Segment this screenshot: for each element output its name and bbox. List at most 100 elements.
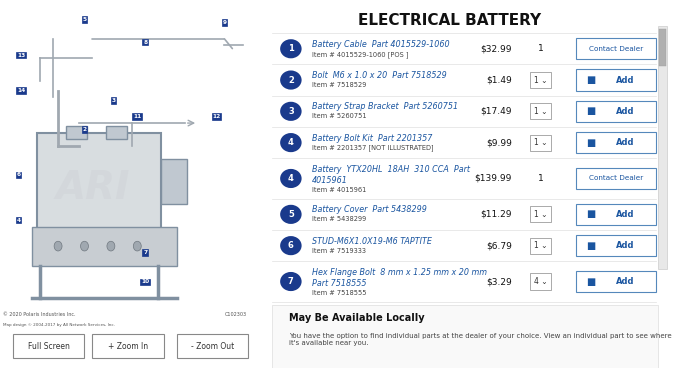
Text: - Zoom Out: - Zoom Out [191, 342, 234, 351]
Circle shape [280, 169, 302, 188]
Text: 1 ⌄: 1 ⌄ [534, 75, 548, 85]
FancyBboxPatch shape [530, 134, 551, 151]
Text: Item # 2201357 [NOT ILLUSTRATED]: Item # 2201357 [NOT ILLUSTRATED] [311, 145, 433, 151]
Text: + Zoom In: + Zoom In [108, 342, 148, 351]
Text: Add: Add [616, 107, 634, 116]
Text: 7: 7 [143, 250, 148, 255]
Text: 2: 2 [83, 127, 87, 132]
Text: Battery Cable  Part 4015529-1060: Battery Cable Part 4015529-1060 [311, 40, 449, 49]
Circle shape [280, 39, 302, 58]
Circle shape [280, 272, 302, 291]
Text: 1 ⌄: 1 ⌄ [534, 241, 548, 250]
Text: Hex Flange Bolt  8 mm x 1.25 mm x 20 mm: Hex Flange Bolt 8 mm x 1.25 mm x 20 mm [311, 268, 487, 277]
Text: Add: Add [616, 138, 634, 147]
Text: 13: 13 [17, 53, 25, 57]
Text: Item # 4015529-1060 [POS ]: Item # 4015529-1060 [POS ] [311, 51, 408, 57]
FancyBboxPatch shape [659, 29, 666, 66]
FancyBboxPatch shape [530, 103, 551, 119]
Text: $17.49: $17.49 [480, 107, 512, 116]
Text: ■: ■ [586, 209, 595, 219]
FancyBboxPatch shape [576, 235, 657, 256]
Text: 2: 2 [288, 75, 294, 85]
Text: 1 ⌄: 1 ⌄ [534, 107, 548, 116]
FancyBboxPatch shape [530, 273, 551, 290]
FancyBboxPatch shape [576, 132, 657, 153]
Text: 4015961: 4015961 [311, 176, 347, 185]
Text: ■: ■ [586, 241, 595, 251]
Text: Battery Cover  Part 5438299: Battery Cover Part 5438299 [311, 205, 427, 214]
FancyBboxPatch shape [530, 206, 551, 222]
Circle shape [107, 241, 115, 251]
Text: 6: 6 [16, 172, 20, 177]
Text: Battery Bolt Kit  Part 2201357: Battery Bolt Kit Part 2201357 [311, 134, 432, 142]
Text: Part 7518555: Part 7518555 [311, 279, 366, 288]
Text: Add: Add [616, 241, 634, 250]
Text: You have the option to find individual parts at the dealer of your choice. View : You have the option to find individual p… [289, 333, 672, 346]
Text: $32.99: $32.99 [480, 44, 512, 53]
Text: $6.79: $6.79 [486, 241, 512, 250]
FancyBboxPatch shape [576, 69, 657, 91]
Text: Add: Add [616, 277, 634, 286]
Text: Item # 7518529: Item # 7518529 [311, 82, 366, 88]
Text: Map design © 2004-2017 by All Network Services, Inc.: Map design © 2004-2017 by All Network Se… [3, 323, 114, 327]
Text: Contact Dealer: Contact Dealer [589, 176, 643, 181]
FancyBboxPatch shape [659, 26, 667, 269]
Text: 4: 4 [288, 138, 294, 147]
FancyBboxPatch shape [66, 126, 87, 139]
Text: 5: 5 [288, 210, 294, 219]
Text: 4: 4 [288, 174, 294, 183]
Circle shape [280, 205, 302, 224]
FancyBboxPatch shape [106, 126, 127, 139]
Circle shape [54, 241, 62, 251]
FancyBboxPatch shape [576, 204, 657, 225]
Text: Bolt  M6 x 1.0 x 20  Part 7518529: Bolt M6 x 1.0 x 20 Part 7518529 [311, 71, 446, 80]
FancyBboxPatch shape [32, 227, 177, 266]
Text: 7: 7 [288, 277, 294, 286]
Text: Item # 7518555: Item # 7518555 [311, 290, 366, 296]
Circle shape [280, 236, 302, 255]
Text: 5: 5 [83, 17, 87, 22]
Text: 14: 14 [17, 88, 25, 93]
FancyBboxPatch shape [161, 159, 188, 204]
Text: 3: 3 [288, 107, 294, 116]
Text: ■: ■ [586, 276, 595, 287]
Text: 1: 1 [538, 174, 544, 183]
Text: Add: Add [616, 75, 634, 85]
Text: 12: 12 [213, 114, 221, 119]
Text: $11.29: $11.29 [480, 210, 512, 219]
Text: 11: 11 [133, 114, 141, 119]
Text: 1: 1 [538, 44, 544, 53]
Text: 9: 9 [223, 20, 226, 25]
FancyBboxPatch shape [576, 100, 657, 122]
Text: 6: 6 [288, 241, 294, 250]
FancyBboxPatch shape [576, 168, 657, 189]
Text: ELECTRICAL BATTERY: ELECTRICAL BATTERY [358, 13, 542, 28]
FancyBboxPatch shape [576, 38, 657, 60]
Text: 1 ⌄: 1 ⌄ [534, 138, 548, 147]
Text: ■: ■ [586, 106, 595, 116]
Text: 1 ⌄: 1 ⌄ [534, 210, 548, 219]
Text: ■: ■ [586, 75, 595, 85]
FancyBboxPatch shape [14, 334, 85, 358]
Circle shape [280, 102, 302, 121]
Text: 10: 10 [141, 279, 150, 284]
Text: Add: Add [616, 210, 634, 219]
Text: STUD-M6X1.0X19-M6 TAPTITE: STUD-M6X1.0X19-M6 TAPTITE [311, 237, 431, 245]
Text: ARI: ARI [55, 169, 130, 207]
Text: 4: 4 [16, 218, 20, 223]
FancyBboxPatch shape [530, 72, 551, 88]
Circle shape [133, 241, 141, 251]
Text: Full Screen: Full Screen [28, 342, 70, 351]
Text: $139.99: $139.99 [475, 174, 512, 183]
Text: 1: 1 [288, 44, 294, 53]
Text: $1.49: $1.49 [486, 75, 512, 85]
Text: 3: 3 [112, 98, 116, 103]
Circle shape [81, 241, 89, 251]
Circle shape [280, 71, 302, 89]
Text: 4 ⌄: 4 ⌄ [534, 277, 548, 286]
Text: Item # 7519333: Item # 7519333 [311, 248, 366, 254]
Text: Battery Strap Bracket  Part 5260751: Battery Strap Bracket Part 5260751 [311, 102, 458, 111]
Text: 8: 8 [143, 40, 148, 45]
FancyBboxPatch shape [37, 133, 161, 236]
Text: $9.99: $9.99 [486, 138, 512, 147]
